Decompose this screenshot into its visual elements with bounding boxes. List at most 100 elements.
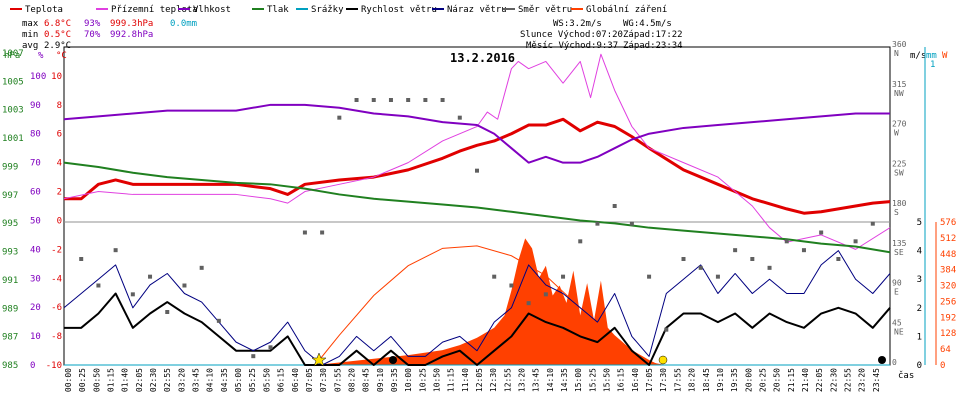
stats-min-temp: 0.5°C: [44, 30, 71, 40]
hpa-tick-label: 987: [2, 333, 18, 343]
temp-tick-label: 8: [57, 101, 62, 111]
legend-label: Tlak: [267, 5, 289, 15]
axes: 1007100510031001999997995993991989987985…: [2, 40, 956, 392]
x-tick-label: 22:55: [843, 368, 852, 392]
ms-tick-label: 3: [917, 275, 922, 285]
hpa-tick-label: 989: [2, 304, 18, 314]
temp-tick-label: -6: [51, 303, 62, 313]
dir-tick-name: SE: [894, 248, 904, 257]
x-tick-label: 00:50: [92, 368, 101, 392]
hum-tick-label: 10: [30, 332, 41, 342]
legend-label: Náraz větru: [447, 5, 507, 15]
moonrise-marker: [389, 356, 397, 364]
mm-axis-title: mm: [926, 51, 937, 61]
wind-direction-point: [320, 230, 325, 235]
w-tick-label: 64: [940, 345, 951, 355]
dir-tick-label: 180: [892, 199, 907, 208]
stats-block: max 6.8°C 93% 999.3hPa 0.0mm min 0.5°C 7…: [22, 19, 197, 51]
x-tick-label: 21:40: [801, 368, 810, 392]
info-sun-rise: Slunce Východ:07:20: [520, 30, 623, 40]
x-tick-label: 17:05: [645, 368, 654, 392]
dir-tick-label: 225: [892, 159, 907, 168]
hpa-tick-label: 999: [2, 162, 18, 172]
chart-title: 13.2.2016: [450, 51, 515, 65]
stats-min-press: 992.8hPa: [110, 30, 153, 40]
wind-direction-point: [733, 248, 738, 253]
w-tick-label: 192: [940, 313, 956, 323]
x-tick-label: 23:45: [872, 368, 881, 392]
legend-label: Globální záření: [586, 5, 667, 15]
hum-tick-label: 30: [30, 274, 41, 284]
series-line-rychlost-v-tru: [64, 292, 891, 366]
wind-direction-point: [492, 274, 497, 279]
dir-tick-label: 0: [892, 358, 897, 367]
wind-direction-point: [870, 221, 875, 226]
x-tick-label: 20:25: [758, 368, 767, 392]
stats-min-hum: 70%: [84, 30, 101, 40]
wind-direction-point: [79, 257, 84, 261]
wind-direction-point: [165, 310, 170, 314]
temp-tick-label: 0: [57, 216, 62, 226]
wind-direction-point: [561, 274, 566, 279]
dir-tick-label: 315: [892, 80, 907, 89]
wind-direction-point: [148, 274, 153, 279]
wind-direction-point: [853, 239, 858, 244]
x-tick-label: 19:10: [716, 368, 725, 392]
x-tick-label: 17:55: [673, 368, 682, 392]
wind-direction-point: [681, 257, 686, 261]
wind-direction-point: [130, 292, 135, 297]
ms-tick-label: 0: [917, 361, 922, 371]
wind-direction-point: [457, 115, 462, 120]
hpa-tick-label: 995: [2, 219, 18, 229]
wind-direction-point: [698, 265, 703, 270]
x-tick-label: 13:45: [532, 368, 541, 392]
info-wg: WG:4.5m/s: [623, 19, 672, 29]
w-tick-label: 576: [940, 218, 956, 228]
series-line-teplota: [64, 117, 891, 215]
wind-direction-point: [629, 221, 634, 226]
wind-direction-point: [371, 98, 376, 102]
hpa-tick-label: 1003: [2, 106, 24, 116]
x-tick-label: 04:35: [220, 368, 229, 392]
wind-direction-point: [440, 98, 445, 102]
dir-tick-label: 45: [892, 318, 902, 327]
x-tick-label: 15:50: [603, 368, 612, 392]
wind-direction-point: [715, 274, 720, 279]
wind-direction-point: [182, 283, 187, 288]
temp-tick-label: 4: [57, 159, 62, 169]
x-tick-label: 20:00: [744, 368, 753, 392]
hum-tick-label: 0: [30, 361, 35, 371]
x-tick-label: 12:30: [489, 368, 498, 392]
x-tick-label: 17:30: [659, 368, 668, 392]
w-tick-label: 256: [940, 297, 956, 307]
ms-tick-label: 5: [917, 218, 922, 228]
x-tick-label: 00:25: [78, 368, 87, 392]
dir-tick-name: S: [894, 208, 899, 217]
series-line-n-raz-v-tru: [63, 250, 891, 366]
x-tick-label: 18:20: [688, 368, 697, 392]
hum-tick-label: 80: [30, 130, 41, 140]
x-tick-label: 20:50: [773, 368, 782, 392]
hum-tick-label: 60: [30, 188, 41, 198]
wind-direction-point: [113, 248, 118, 253]
dir-tick-name: N: [894, 49, 899, 58]
x-tick-label: 22:30: [829, 368, 838, 392]
x-tick-label: 13:20: [518, 368, 527, 392]
x-tick-label: 15:00: [574, 368, 583, 392]
legend-label: Směr větru: [518, 5, 572, 15]
dir-tick-label: 360: [892, 40, 907, 49]
x-tick-label: 11:15: [447, 368, 456, 392]
series-line-vlhkost: [63, 103, 890, 164]
x-tick-label: 15:25: [588, 368, 597, 392]
x-tick-label: 11:40: [461, 368, 470, 392]
x-tick-label: 03:20: [177, 368, 186, 392]
wind-direction-point: [836, 257, 841, 261]
x-tick-label: 02:55: [163, 368, 172, 392]
wind-direction-point: [784, 239, 789, 244]
legend-label: Vlhkost: [193, 5, 231, 15]
stats-max-press: 999.3hPa: [110, 19, 153, 29]
ms-tick-label: 2: [917, 304, 922, 314]
temp-tick-label: 6: [57, 130, 62, 140]
hpa-tick-label: 985: [2, 361, 18, 371]
